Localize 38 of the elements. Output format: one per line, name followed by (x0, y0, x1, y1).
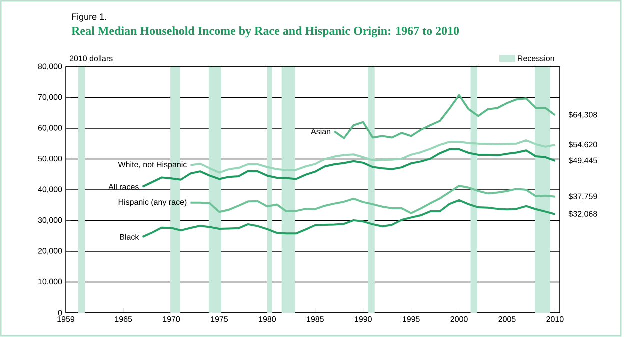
x-tick-label: 1990 (355, 316, 372, 322)
y-tick-label: 50,000 (38, 156, 62, 163)
data-label: $54,620 (568, 142, 598, 149)
series-label: White, not Hispanic (118, 162, 187, 170)
x-tick-label: 1980 (259, 316, 276, 322)
x-tick-label: 2005 (498, 316, 516, 322)
x-tick-label: 1970 (163, 316, 180, 322)
y-tick-label: 80,000 (38, 64, 62, 70)
chart-title: Real Median Household Income by Race and Hispanic Origin: 1967 to 2010 (72, 26, 460, 38)
y-tick-label: 10,000 (38, 278, 62, 286)
data-label: $49,445 (568, 157, 598, 164)
x-tick-label: 1995 (403, 316, 420, 322)
series-label: Asian (311, 128, 331, 135)
series-label: Black (120, 234, 140, 240)
y-tick-label: 70,000 (38, 94, 62, 102)
line-series (142, 148, 556, 188)
legend-label: Recession (518, 55, 554, 62)
data-label: $64,308 (568, 112, 598, 119)
y-tick-label: 60,000 (38, 125, 62, 132)
y-tick-label: 0 (58, 310, 62, 316)
data-label: $32,068 (568, 210, 598, 218)
caption: Figure 1. (72, 13, 106, 22)
series-label: Hispanic (any race) (118, 199, 187, 207)
x-tick-label: 1985 (307, 316, 324, 322)
y-tick-label: 40,000 (38, 186, 62, 194)
y-tick-label: 20,000 (38, 248, 62, 255)
line-series (334, 94, 556, 140)
x-tick-label: 2010 (546, 316, 564, 322)
x-tick-label: 1975 (211, 316, 228, 322)
x-tick-label: 2000 (450, 316, 468, 322)
line-series (190, 139, 556, 174)
x-tick-label: 1965 (115, 316, 132, 322)
line-series (190, 184, 556, 214)
x-tick-label: 1959 (58, 316, 75, 322)
y-axis-title: 2010 dollars (70, 56, 113, 62)
y-tick-label: 30,000 (38, 217, 62, 224)
series-label: All races (108, 184, 139, 190)
data-label: $37,759 (568, 193, 598, 200)
